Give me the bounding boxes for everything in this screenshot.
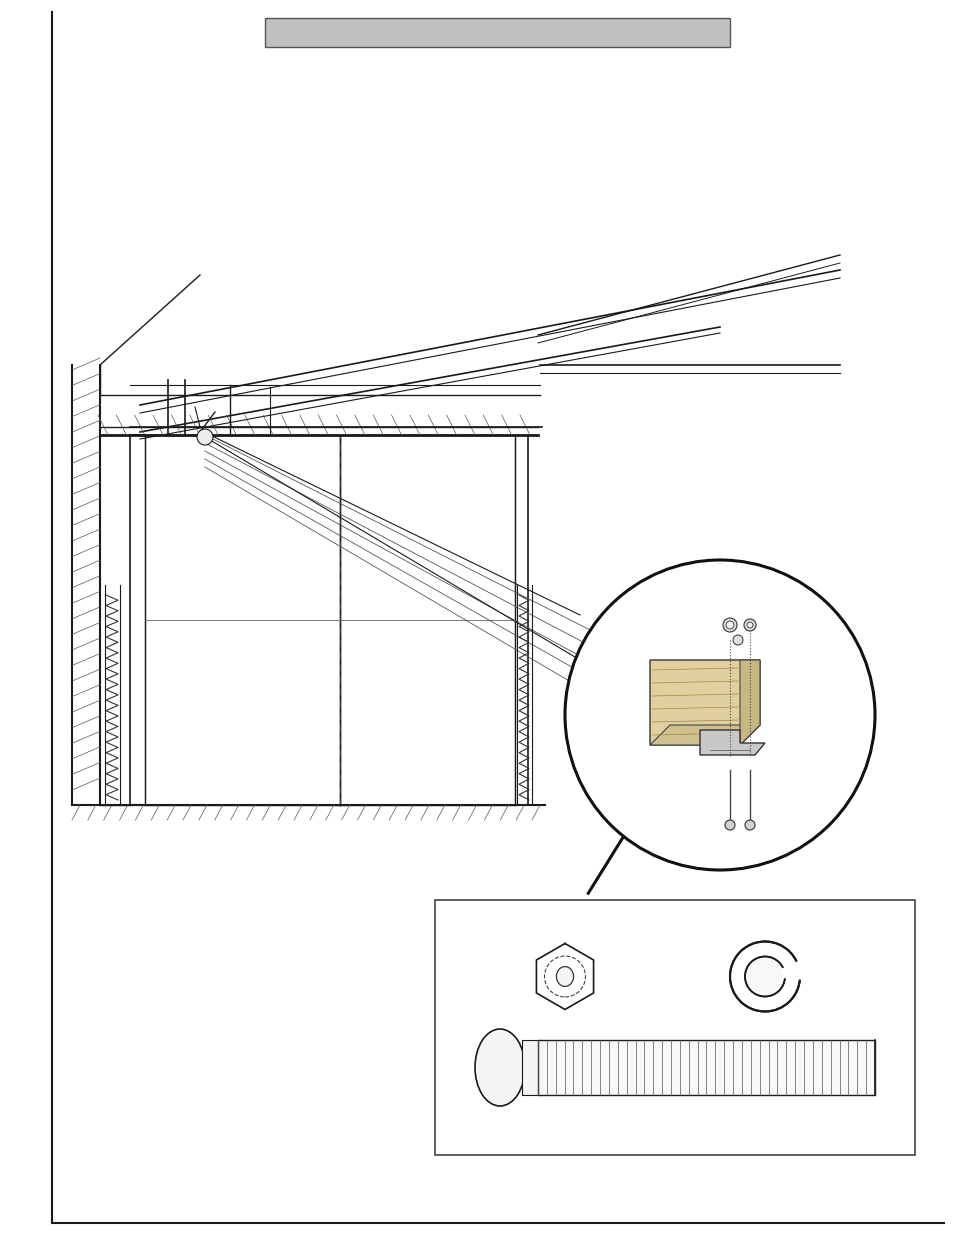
Circle shape	[722, 618, 737, 632]
Polygon shape	[740, 659, 760, 745]
Ellipse shape	[556, 967, 573, 987]
Polygon shape	[536, 944, 593, 1009]
FancyBboxPatch shape	[435, 900, 914, 1155]
Circle shape	[732, 635, 742, 645]
Circle shape	[196, 429, 213, 445]
Circle shape	[725, 621, 733, 629]
Circle shape	[724, 820, 734, 830]
FancyBboxPatch shape	[537, 1040, 874, 1095]
Ellipse shape	[475, 1029, 524, 1107]
Circle shape	[744, 820, 754, 830]
Polygon shape	[649, 659, 760, 745]
Circle shape	[743, 619, 755, 631]
Polygon shape	[649, 725, 760, 745]
Circle shape	[746, 622, 752, 629]
Circle shape	[729, 941, 800, 1011]
Circle shape	[744, 956, 784, 997]
Circle shape	[564, 559, 874, 869]
FancyBboxPatch shape	[265, 19, 729, 47]
FancyBboxPatch shape	[521, 1040, 539, 1095]
Polygon shape	[700, 730, 764, 755]
